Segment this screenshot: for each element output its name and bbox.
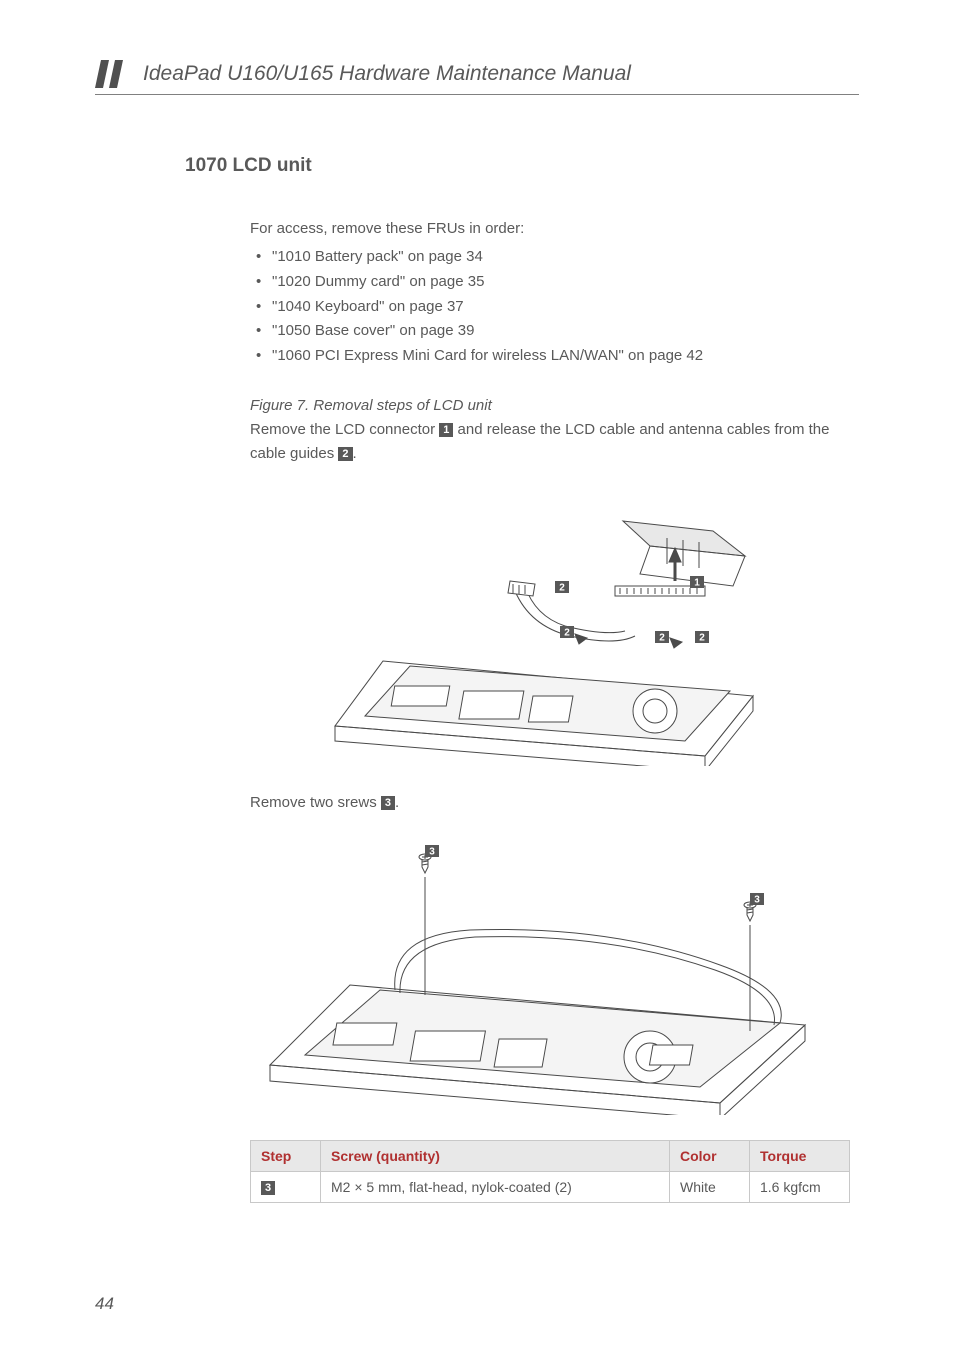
th-screw: Screw (quantity) — [321, 1140, 670, 1171]
intro-text: For access, remove these FRUs in order: — [250, 217, 859, 241]
list-item: "1040 Keyboard" on page 37 — [250, 295, 859, 320]
svg-text:1: 1 — [694, 577, 700, 588]
header-title: IdeaPad U160/U165 Hardware Maintenance M… — [143, 62, 631, 86]
th-color: Color — [670, 1140, 750, 1171]
figure-caption: Figure 7. Removal steps of LCD unit — [250, 397, 859, 414]
step1-text-post: . — [353, 445, 357, 462]
td-torque: 1.6 kgfcm — [750, 1171, 850, 1202]
svg-text:2: 2 — [659, 632, 665, 643]
section-heading: 1070 LCD unit — [185, 155, 859, 177]
table-header-row: Step Screw (quantity) Color Torque — [251, 1140, 850, 1171]
svg-text:3: 3 — [429, 846, 435, 857]
fru-list: "1010 Battery pack" on page 34 "1020 Dum… — [250, 245, 859, 369]
step-callout: 3 — [261, 1181, 275, 1195]
callout-1: 1 — [439, 423, 453, 437]
callout-2: 2 — [338, 447, 352, 461]
td-screw: M2 × 5 mm, flat-head, nylok-coated (2) — [321, 1171, 670, 1202]
step1-description: Remove the LCD connector 1 and release t… — [250, 418, 859, 466]
svg-text:2: 2 — [559, 582, 565, 593]
list-item: "1060 PCI Express Mini Card for wireless… — [250, 344, 859, 369]
step2-text-post: . — [395, 794, 399, 811]
step2-text-pre: Remove two srews — [250, 794, 381, 811]
list-item: "1010 Battery pack" on page 34 — [250, 245, 859, 270]
page-header: IdeaPad U160/U165 Hardware Maintenance M… — [95, 60, 859, 95]
page-number: 44 — [95, 1294, 114, 1314]
list-item: "1020 Dummy card" on page 35 — [250, 270, 859, 295]
step1-text-pre: Remove the LCD connector — [250, 421, 439, 438]
diagram-1: 1 2 2 2 2 — [315, 486, 859, 766]
svg-text:2: 2 — [564, 627, 570, 638]
callout-3: 3 — [381, 796, 395, 810]
header-stripes-icon — [95, 60, 131, 88]
svg-text:2: 2 — [699, 632, 705, 643]
screw-table: Step Screw (quantity) Color Torque 3 M2 … — [250, 1140, 850, 1203]
th-step: Step — [251, 1140, 321, 1171]
svg-text:3: 3 — [754, 894, 760, 905]
list-item: "1050 Base cover" on page 39 — [250, 319, 859, 344]
th-torque: Torque — [750, 1140, 850, 1171]
step2-description: Remove two srews 3. — [250, 791, 859, 815]
diagram-2: 33 — [250, 835, 859, 1115]
td-color: White — [670, 1171, 750, 1202]
td-step: 3 — [251, 1171, 321, 1202]
table-row: 3 M2 × 5 mm, flat-head, nylok-coated (2)… — [251, 1171, 850, 1202]
